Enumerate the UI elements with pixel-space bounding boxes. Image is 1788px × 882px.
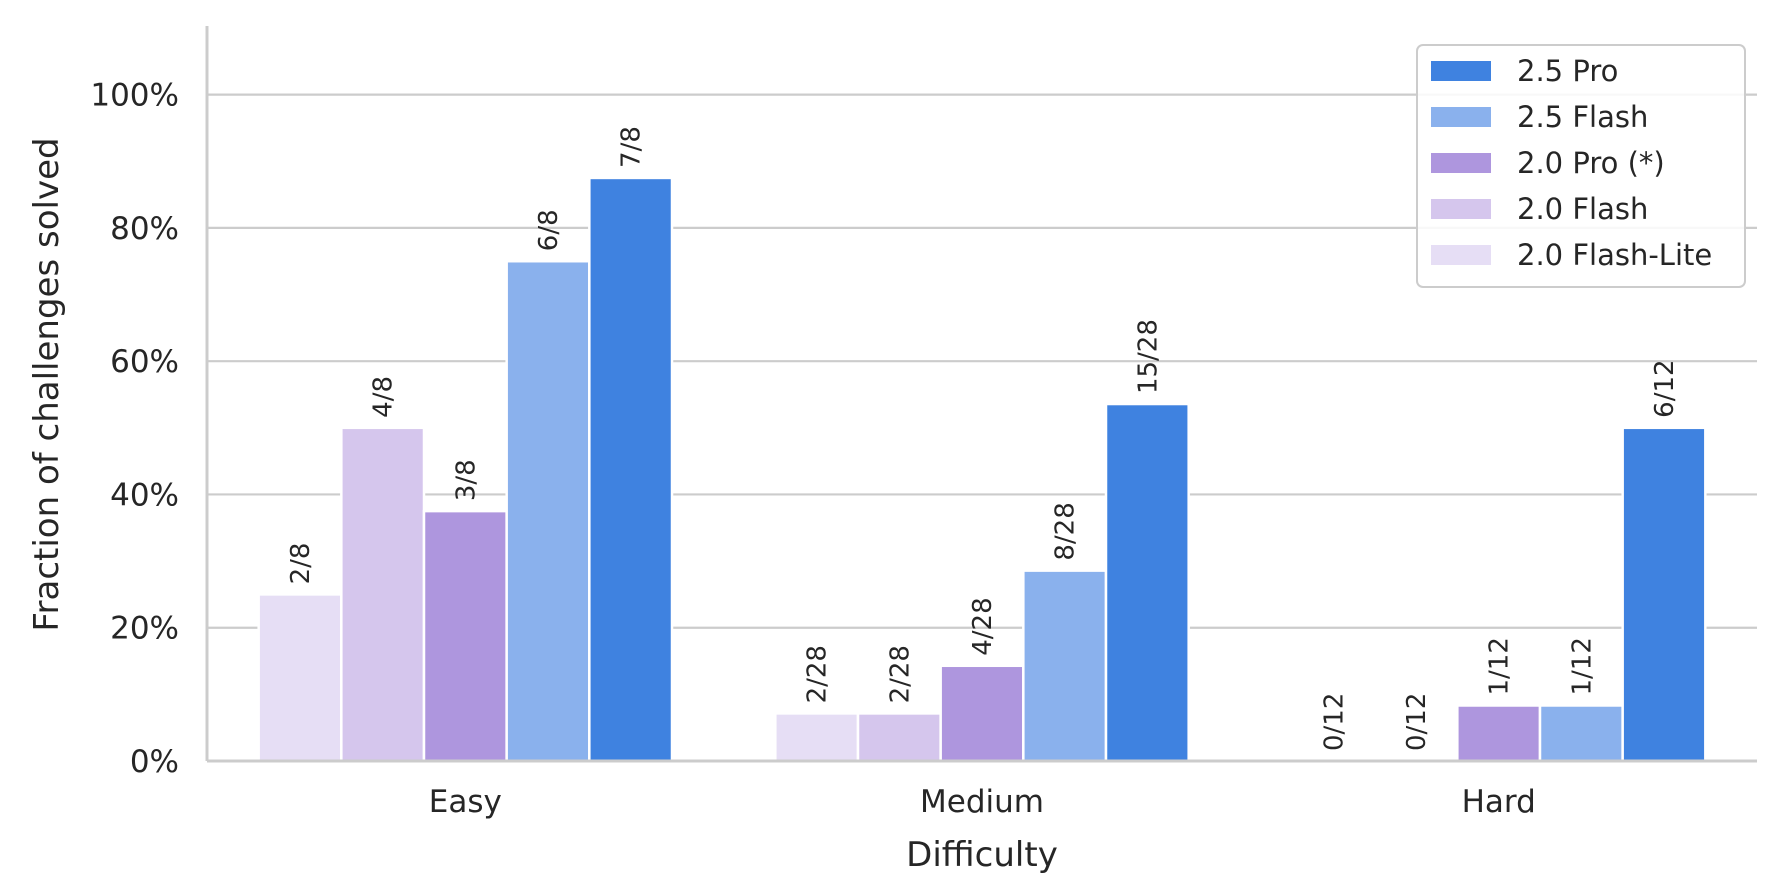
bar-value-label: 8/28 bbox=[1051, 502, 1081, 560]
legend-label: 2.5 Flash bbox=[1517, 100, 1648, 134]
legend-frame bbox=[1416, 44, 1746, 288]
x-tick-labels: Easy Medium Hard bbox=[429, 784, 1536, 820]
legend-swatch bbox=[1431, 153, 1491, 173]
legend-label: 2.0 Pro (*) bbox=[1517, 146, 1665, 180]
bar-value-label: 2/28 bbox=[803, 645, 833, 703]
bar bbox=[422, 509, 508, 763]
bar bbox=[1538, 704, 1624, 763]
legend-label: 2.0 Flash-Lite bbox=[1517, 238, 1712, 272]
bar bbox=[856, 712, 942, 763]
y-tick-label: 60% bbox=[110, 344, 179, 380]
legend-label: 2.0 Flash bbox=[1517, 192, 1648, 226]
bars bbox=[257, 176, 1707, 763]
axes bbox=[205, 26, 1757, 763]
bar bbox=[505, 259, 591, 763]
bar-value-label: 3/8 bbox=[451, 459, 481, 501]
y-tick-label: 40% bbox=[110, 477, 179, 513]
bar-value-label: 6/12 bbox=[1650, 359, 1680, 417]
bar bbox=[588, 176, 674, 763]
legend-label: 2.5 Pro bbox=[1517, 54, 1618, 88]
bar-value-label: 0/12 bbox=[1319, 693, 1349, 751]
x-axis-title: Difficulty bbox=[906, 835, 1058, 875]
bar-value-label: 2/28 bbox=[885, 645, 915, 703]
bar-value-label: 2/8 bbox=[286, 543, 316, 585]
bar bbox=[774, 712, 860, 763]
legend: 2.5 Pro 2.5 Flash 2.0 Pro (*) 2.0 Flash 2.0 … bbox=[1416, 44, 1746, 288]
bar bbox=[340, 426, 426, 763]
legend-swatch bbox=[1431, 245, 1491, 265]
bar-value-label: 0/12 bbox=[1402, 693, 1432, 751]
legend-swatch bbox=[1431, 61, 1491, 81]
y-tick-label: 80% bbox=[110, 211, 179, 247]
bar bbox=[1456, 704, 1542, 763]
legend-swatch bbox=[1431, 199, 1491, 219]
bar-value-label: 1/12 bbox=[1567, 637, 1597, 695]
x-tick-label: Medium bbox=[920, 784, 1044, 820]
y-tick-label: 0% bbox=[130, 744, 179, 780]
bar bbox=[1022, 569, 1108, 763]
bar-value-label: 4/8 bbox=[369, 376, 399, 418]
y-axis-title: Fraction of challenges solved bbox=[27, 137, 67, 631]
y-tick-label: 20% bbox=[110, 611, 179, 647]
x-tick-label: Easy bbox=[429, 784, 502, 820]
bar-value-label: 15/28 bbox=[1133, 319, 1163, 394]
y-tick-labels: 0% 20% 40% 60% 80% 100% bbox=[90, 78, 179, 780]
x-tick-label: Hard bbox=[1462, 784, 1536, 820]
bar-value-label: 1/12 bbox=[1485, 637, 1515, 695]
legend-swatch bbox=[1431, 107, 1491, 127]
bar-value-label: 6/8 bbox=[534, 209, 564, 251]
bar-value-labels: 2/8 4/8 3/8 6/8 7/8 2/28 2/28 4/28 8/28 15/28 0/12… bbox=[286, 126, 1680, 751]
bar-value-label: 4/28 bbox=[968, 597, 998, 655]
bar bbox=[1104, 402, 1190, 763]
bar-value-label: 7/8 bbox=[617, 126, 647, 168]
y-tick-label: 100% bbox=[90, 78, 179, 114]
bar bbox=[257, 593, 343, 763]
bar bbox=[939, 664, 1025, 763]
bar bbox=[1621, 426, 1707, 763]
